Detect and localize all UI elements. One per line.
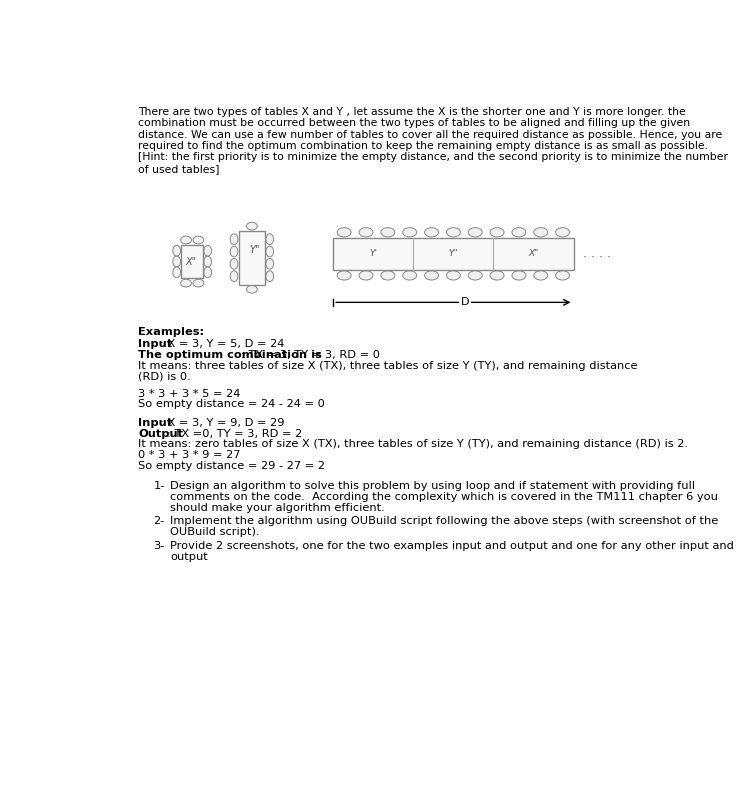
Ellipse shape — [425, 270, 438, 280]
Ellipse shape — [468, 228, 482, 237]
Text: comments on the code.  According the complexity which is covered in the TM111 ch: comments on the code. According the comp… — [170, 492, 719, 502]
Text: D: D — [461, 298, 469, 307]
Text: Implement the algorithm using OUBuild script following the above steps (with scr: Implement the algorithm using OUBuild sc… — [170, 517, 719, 526]
Ellipse shape — [533, 270, 548, 280]
Ellipse shape — [173, 246, 181, 256]
Ellipse shape — [246, 286, 257, 293]
Text: Design an algorithm to solve this problem by using loop and if statement with pr: Design an algorithm to solve this proble… — [170, 481, 696, 491]
Ellipse shape — [446, 270, 461, 280]
Ellipse shape — [193, 279, 204, 287]
Ellipse shape — [173, 256, 181, 267]
Ellipse shape — [512, 270, 526, 280]
Text: Y": Y" — [250, 245, 260, 255]
Text: combination must be occurred between the two types of tables to be aligned and f: combination must be occurred between the… — [138, 118, 690, 128]
Ellipse shape — [337, 270, 351, 280]
Ellipse shape — [490, 228, 504, 237]
Bar — [182, 245, 203, 278]
Text: : TX = 3, TY = 3, RD = 0: : TX = 3, TY = 3, RD = 0 — [241, 350, 380, 360]
Ellipse shape — [204, 256, 211, 267]
Text: X": X" — [528, 250, 539, 258]
Text: should make your algorithm efficient.: should make your algorithm efficient. — [170, 502, 385, 513]
Text: Y": Y" — [449, 250, 458, 258]
Ellipse shape — [556, 228, 570, 237]
Text: 1-: 1- — [153, 481, 165, 491]
Ellipse shape — [173, 267, 181, 278]
Text: . . . .: . . . . — [583, 247, 611, 260]
Text: of used tables]: of used tables] — [138, 164, 219, 174]
Ellipse shape — [490, 270, 504, 280]
Text: : X = 3, Y = 5, D = 24: : X = 3, Y = 5, D = 24 — [160, 339, 284, 350]
Text: The optimum combination is: The optimum combination is — [138, 350, 322, 360]
Ellipse shape — [266, 258, 274, 270]
Text: (RD) is 0.: (RD) is 0. — [138, 372, 190, 382]
Text: distance. We can use a few number of tables to cover all the required distance a: distance. We can use a few number of tab… — [138, 130, 722, 139]
Text: Examples:: Examples: — [138, 327, 204, 337]
Ellipse shape — [425, 228, 438, 237]
Ellipse shape — [230, 270, 238, 282]
Ellipse shape — [230, 258, 238, 270]
Text: X": X" — [185, 257, 196, 266]
Ellipse shape — [468, 270, 482, 280]
Text: Output: Output — [138, 429, 183, 438]
Text: It means: three tables of size X (TX), three tables of size Y (TY), and remainin: It means: three tables of size X (TX), t… — [138, 361, 638, 371]
Text: [Hint: the first priority is to minimize the empty distance, and the second prio: [Hint: the first priority is to minimize… — [138, 152, 728, 162]
Ellipse shape — [359, 270, 373, 280]
Ellipse shape — [230, 246, 238, 257]
Ellipse shape — [359, 228, 373, 237]
Ellipse shape — [446, 228, 461, 237]
Text: OUBuild script).: OUBuild script). — [170, 527, 260, 538]
Ellipse shape — [266, 270, 274, 282]
Ellipse shape — [403, 270, 417, 280]
Text: required to find the optimum combination to keep the remaining empty distance is: required to find the optimum combination… — [138, 141, 708, 151]
Text: Input: Input — [138, 339, 172, 350]
Text: 2-: 2- — [153, 517, 164, 526]
Ellipse shape — [381, 228, 395, 237]
Ellipse shape — [181, 236, 191, 244]
Ellipse shape — [193, 236, 204, 244]
Ellipse shape — [556, 270, 570, 280]
Text: So empty distance = 24 - 24 = 0: So empty distance = 24 - 24 = 0 — [138, 399, 325, 410]
Ellipse shape — [230, 234, 238, 245]
Ellipse shape — [246, 222, 257, 230]
Bar — [333, 238, 574, 270]
Ellipse shape — [337, 228, 351, 237]
Ellipse shape — [533, 228, 548, 237]
Text: So empty distance = 29 - 27 = 2: So empty distance = 29 - 27 = 2 — [138, 461, 325, 471]
Text: 0 * 3 + 3 * 9 = 27: 0 * 3 + 3 * 9 = 27 — [138, 450, 240, 460]
Ellipse shape — [512, 228, 526, 237]
Ellipse shape — [181, 279, 191, 287]
Text: Provide 2 screenshots, one for the two examples input and output and one for any: Provide 2 screenshots, one for the two e… — [170, 541, 734, 551]
Ellipse shape — [204, 267, 211, 278]
Text: : TX =0, TY = 3, RD = 2: : TX =0, TY = 3, RD = 2 — [167, 429, 303, 438]
Ellipse shape — [266, 246, 274, 257]
Ellipse shape — [266, 234, 274, 245]
Text: 3-: 3- — [153, 541, 165, 551]
Ellipse shape — [381, 270, 395, 280]
Text: There are two types of tables X and Y , let assume the X is the shorter one and : There are two types of tables X and Y , … — [138, 106, 686, 117]
Ellipse shape — [204, 246, 211, 256]
Text: 3 * 3 + 3 * 5 = 24: 3 * 3 + 3 * 5 = 24 — [138, 389, 240, 398]
Text: output: output — [170, 552, 208, 562]
Ellipse shape — [403, 228, 417, 237]
Text: It means: zero tables of size X (TX), three tables of size Y (TY), and remaining: It means: zero tables of size X (TX), th… — [138, 439, 688, 450]
Text: Input: Input — [138, 418, 172, 428]
Text: : X = 3, Y = 9, D = 29: : X = 3, Y = 9, D = 29 — [160, 418, 284, 428]
Text: Y': Y' — [369, 250, 377, 258]
Bar — [239, 230, 265, 285]
